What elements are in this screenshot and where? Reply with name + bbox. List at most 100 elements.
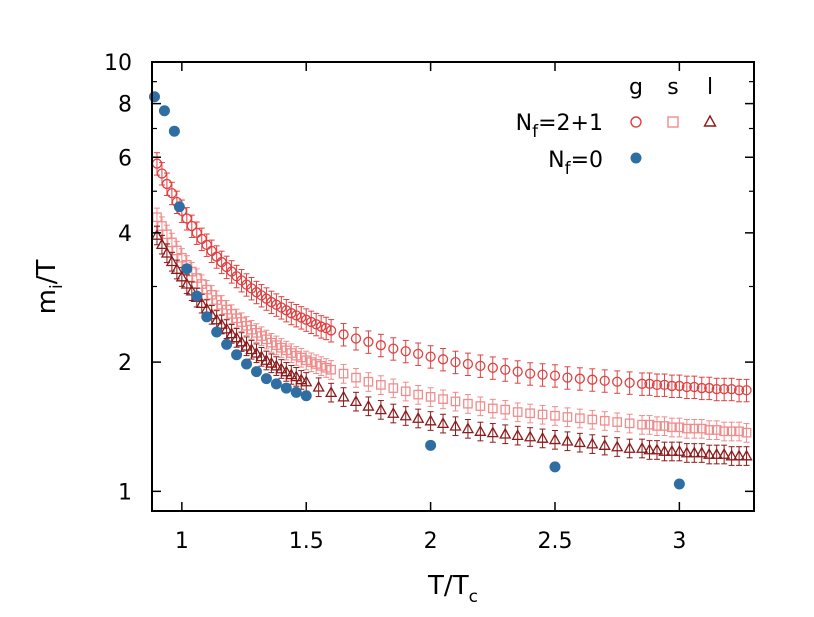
data-point-g	[500, 364, 511, 375]
data-point-s	[624, 418, 635, 429]
data-point-g	[644, 378, 655, 389]
data-point-l	[703, 447, 716, 459]
data-point-s	[450, 396, 461, 407]
y-tick-label: 8	[118, 93, 132, 118]
data-point-l	[170, 262, 183, 274]
series-s	[152, 207, 752, 443]
data-point-s	[681, 423, 692, 434]
data-point-g	[651, 379, 663, 391]
data-point-l	[611, 440, 624, 452]
data-point-l	[718, 447, 731, 459]
data-point-l	[312, 380, 325, 392]
data-point-s	[550, 410, 560, 421]
data-point-l	[270, 359, 283, 371]
data-point-l	[635, 441, 649, 453]
legend-marker-l	[703, 114, 717, 127]
data-point-l	[399, 409, 412, 421]
data-point-l	[643, 443, 656, 455]
legend-marker-nf0	[630, 152, 642, 164]
data-point-g	[338, 329, 349, 340]
data-point-l	[536, 431, 549, 443]
data-point-g	[375, 340, 387, 351]
data-point-s	[266, 337, 277, 348]
data-point-l	[650, 443, 664, 455]
data-point-l	[436, 417, 450, 429]
data-point-nf0	[158, 105, 170, 117]
data-point-l	[424, 414, 437, 426]
data-point-s	[261, 334, 272, 345]
data-point-l	[548, 433, 562, 445]
x-tick-label: 2	[424, 529, 438, 554]
y-axis-label-main: m	[32, 289, 62, 314]
x-tick-label: 3	[672, 529, 686, 554]
legend-header-l: l	[707, 75, 713, 100]
data-point-s	[177, 252, 187, 263]
data-point-l	[474, 424, 487, 436]
data-point-s	[734, 426, 744, 437]
data-point-g	[537, 369, 548, 380]
data-point-l	[387, 406, 400, 418]
data-point-s	[286, 348, 297, 358]
data-point-g	[587, 374, 598, 385]
data-point-l	[695, 446, 708, 458]
data-point-g	[437, 354, 449, 365]
data-point-s	[711, 425, 722, 435]
data-point-nf0	[168, 125, 180, 137]
data-point-nf0	[241, 358, 253, 370]
data-point-g	[681, 381, 692, 393]
y-axis-label: mi/T	[32, 260, 67, 315]
legend-marker-g	[630, 116, 642, 128]
data-point-l	[658, 444, 671, 456]
data-point-l	[175, 270, 188, 282]
series-g	[151, 152, 752, 403]
data-point-g	[666, 380, 678, 392]
data-point-s	[291, 350, 302, 361]
x-axis-label-main: T/T	[427, 571, 469, 601]
data-point-g	[636, 378, 648, 389]
data-point-s	[326, 364, 336, 375]
data-point-g	[363, 336, 374, 347]
data-point-s	[276, 342, 287, 353]
data-point-nf0	[231, 349, 243, 361]
y-axis-label-tail: /T	[32, 260, 62, 285]
data-point-l	[245, 343, 258, 355]
legend-label-nf-2plus1: Nf=2+1	[516, 111, 603, 142]
data-point-l	[680, 446, 693, 458]
axes: 1 1.5 2 2.5 3 1 2 4 6 8 10	[104, 51, 754, 554]
data-point-l	[265, 356, 278, 368]
data-point-l	[250, 346, 263, 358]
data-point-g	[512, 366, 523, 377]
data-point-l	[180, 277, 193, 289]
legend-header-s: s	[667, 75, 678, 100]
legend-header-g: g	[629, 75, 643, 100]
y-tick-label: 4	[118, 222, 132, 247]
data-point-g	[718, 383, 730, 395]
data-point-nf0	[221, 338, 233, 350]
data-point-l	[285, 368, 298, 380]
data-point-s	[696, 423, 707, 434]
data-point-g	[462, 358, 474, 370]
data-point-nf0	[173, 201, 185, 213]
data-point-l	[586, 437, 599, 449]
x-tick-label: 1	[175, 529, 189, 554]
data-point-l	[362, 399, 375, 411]
data-point-l	[732, 449, 746, 461]
legend-marker-s	[667, 116, 679, 128]
data-point-s	[659, 421, 670, 431]
data-point-s	[704, 425, 715, 435]
data-point-l	[740, 449, 753, 461]
data-point-nf0	[191, 290, 203, 302]
data-point-s	[463, 398, 473, 409]
data-point-l	[623, 441, 636, 453]
series-l	[150, 225, 753, 466]
data-point-s	[363, 376, 374, 387]
data-point-nf0	[673, 478, 685, 490]
data-point-l	[275, 362, 288, 374]
data-point-g	[726, 383, 737, 395]
data-point-l	[300, 375, 313, 387]
series-nf0	[148, 91, 685, 490]
data-point-s	[351, 372, 361, 383]
plot-marks	[148, 91, 753, 490]
data-point-l	[220, 322, 233, 334]
x-axis-label: T/Tc	[427, 571, 478, 607]
